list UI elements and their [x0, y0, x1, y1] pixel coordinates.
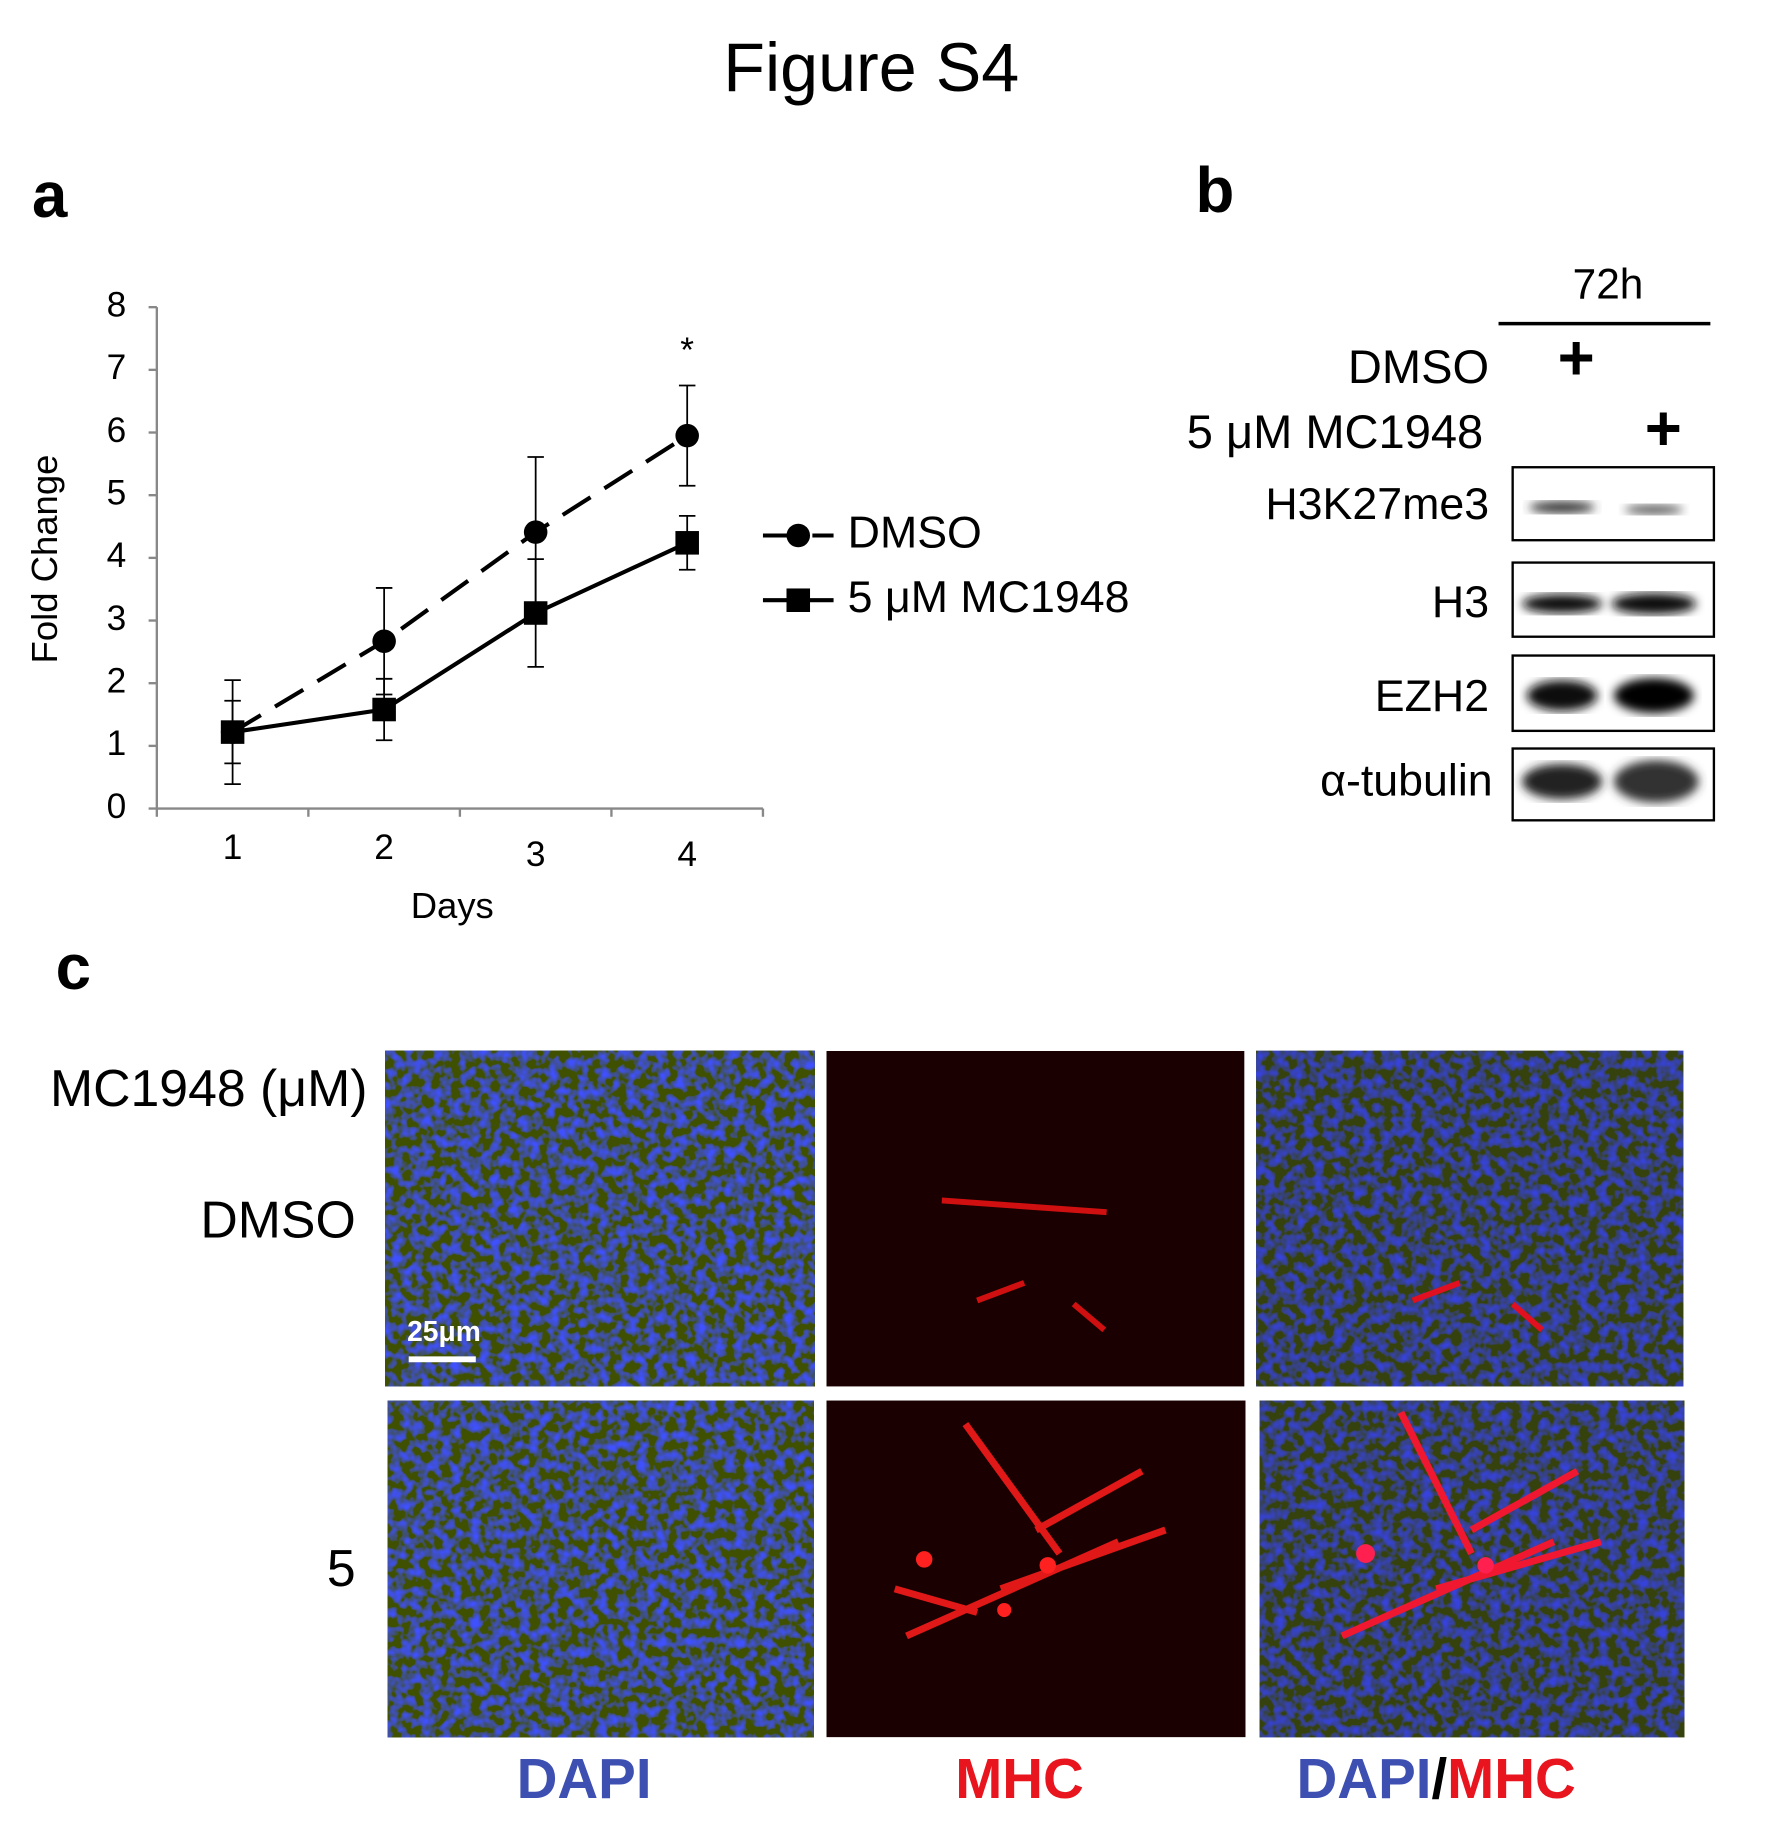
image-mhc	[826, 1400, 1246, 1738]
microscopy: MC1948 (μM) DMSO 5 25μm DAPI MHC DAPI/MH…	[50, 1050, 1685, 1810]
myotube	[941, 1197, 1107, 1333]
legend-marker	[786, 523, 811, 548]
myotube	[1340, 1410, 1602, 1640]
y-tick-label: 7	[107, 348, 127, 387]
figure-title: Figure S4	[723, 30, 1019, 106]
data-point	[675, 531, 699, 555]
nuclei	[1256, 1050, 1684, 1387]
band	[1613, 677, 1694, 714]
merged-part: MHC	[1447, 1747, 1576, 1810]
time-label: 72h	[1573, 260, 1644, 307]
row-header: MC1948 (μM)	[50, 1059, 367, 1117]
y-tick-label: 5	[107, 474, 127, 513]
data-point	[372, 629, 396, 653]
legend-label: 5 μM MC1948	[848, 573, 1130, 622]
row-label: 5	[327, 1539, 356, 1597]
x-tick-label: 1	[223, 828, 243, 867]
x-axis-label: Days	[411, 885, 494, 926]
band-label: EZH2	[1375, 672, 1489, 721]
band-label: H3K27me3	[1265, 480, 1489, 529]
merged-part: DAPI	[1297, 1747, 1432, 1810]
series-line	[231, 433, 689, 734]
image-mhc	[826, 1050, 1245, 1387]
band	[1522, 763, 1603, 800]
band-label: α-tubulin	[1320, 757, 1493, 806]
condition-mark: +	[1558, 322, 1595, 393]
band	[1529, 501, 1596, 514]
x-tick-label: 3	[526, 835, 546, 874]
y-tick-label: 2	[107, 662, 127, 701]
column-label: DAPI/MHC	[1297, 1747, 1576, 1810]
data-point	[220, 720, 245, 744]
band	[1624, 504, 1684, 515]
myotube	[893, 1422, 1167, 1640]
y-tick-label: 3	[107, 599, 127, 638]
series-line	[232, 540, 689, 735]
band	[1522, 594, 1603, 614]
western-blot: 72h DMSO + 5 μM MC1948 + H3K27me3 H3 EZH…	[1187, 260, 1716, 822]
merged-part: /	[1431, 1747, 1447, 1810]
annotation: *	[680, 331, 694, 370]
myocyte	[997, 1602, 1012, 1618]
y-tick-label: 4	[107, 536, 127, 575]
data-point	[675, 423, 699, 448]
x-tick-label: 4	[677, 835, 697, 874]
row-label: DMSO	[200, 1191, 355, 1249]
myocyte	[915, 1551, 933, 1568]
x-tick-label: 2	[374, 828, 394, 867]
myocyte	[1356, 1544, 1375, 1563]
data-point	[372, 697, 396, 722]
myocyte	[1039, 1557, 1057, 1574]
y-tick-label: 8	[107, 286, 127, 325]
y-tick-label: 0	[107, 787, 127, 826]
scale-bar-label: 25μm	[407, 1315, 481, 1347]
band	[1526, 680, 1598, 711]
panel-letter: a	[32, 160, 68, 231]
line-chart: Fold Change Days 0 1 2 3 4 5 6 7 8 1 2 3 4 DMSO 5 μM M…	[24, 286, 1129, 927]
legend-label: DMSO	[848, 508, 982, 557]
legend-marker	[786, 588, 811, 612]
column-label: DAPI	[517, 1747, 652, 1810]
nuclei	[1259, 1400, 1685, 1738]
panel-letter: c	[56, 932, 91, 1003]
data-point	[523, 601, 548, 625]
panel-letter: b	[1195, 155, 1234, 226]
data-point	[523, 520, 548, 544]
y-tick-label: 1	[107, 724, 127, 763]
myocyte	[1477, 1557, 1494, 1574]
band	[1611, 593, 1697, 615]
condition-mark: +	[1645, 393, 1682, 464]
band	[1613, 760, 1699, 803]
nuclei	[387, 1400, 814, 1738]
y-axis-label: Fold Change	[24, 455, 65, 664]
condition-label: 5 μM MC1948	[1187, 405, 1484, 458]
condition-label: DMSO	[1348, 340, 1489, 393]
myotube	[1411, 1280, 1545, 1333]
nuclei	[385, 1050, 815, 1387]
y-tick-label: 6	[107, 411, 127, 450]
band-label: H3	[1432, 578, 1489, 627]
column-label: MHC	[955, 1747, 1084, 1810]
